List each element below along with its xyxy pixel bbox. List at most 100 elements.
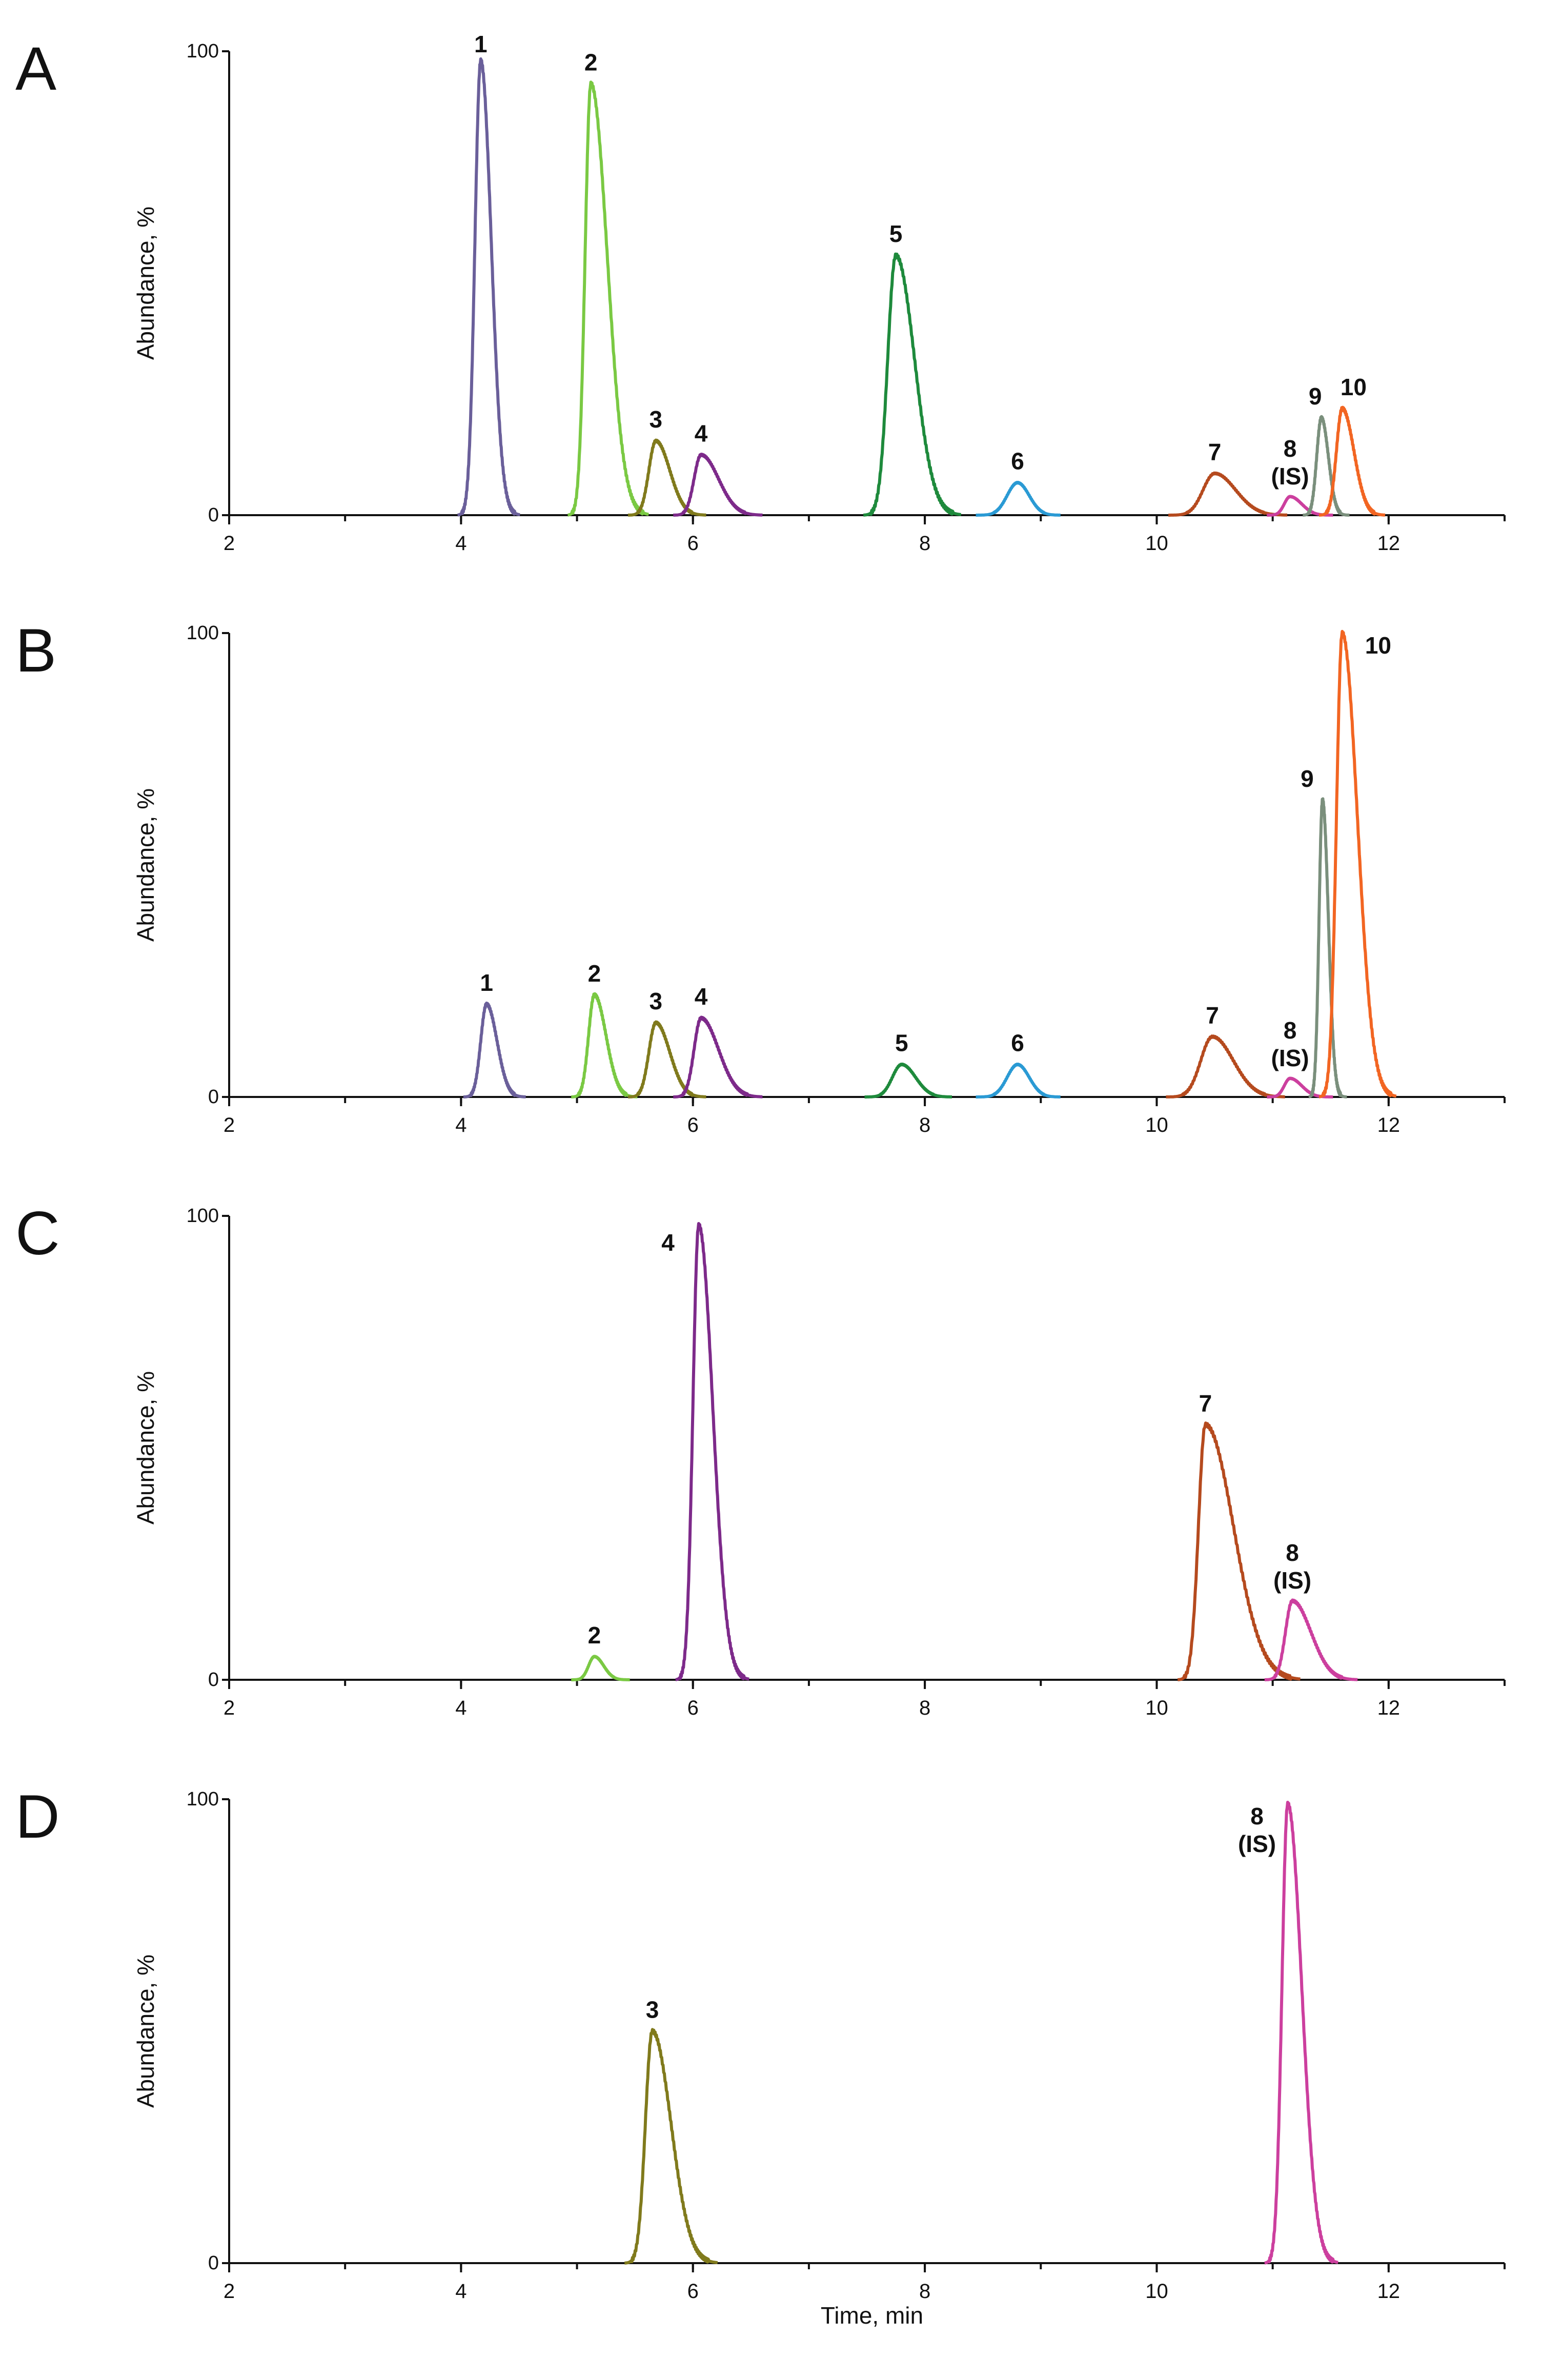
x-tick-label: 12 [1377, 2280, 1401, 2303]
peak-trace-5 [862, 252, 962, 517]
x-tick-label: 6 [687, 532, 699, 555]
peak-trace-3 [623, 2028, 719, 2265]
peak-label-5: 5 [889, 220, 903, 247]
panel-label: A [15, 34, 56, 103]
peak-trace-1 [462, 1001, 527, 1099]
peak-trace-3 [627, 1020, 707, 1099]
peak-label-is: (IS) [1271, 463, 1309, 490]
peak-label-9: 9 [1301, 765, 1314, 792]
x-axis-label: Time, min [821, 2302, 923, 2329]
y-tick-label: 100 [187, 622, 219, 644]
x-tick-label: 4 [455, 532, 466, 555]
peak-label-1: 1 [480, 969, 493, 996]
peak-trace-7 [1165, 1034, 1286, 1099]
peak-trace-8 [1264, 1598, 1358, 1681]
peak-label-4: 4 [661, 1229, 675, 1256]
peak-trace-6 [975, 481, 1062, 517]
x-tick-label: 10 [1145, 1697, 1168, 1719]
peak-label-4: 4 [695, 983, 708, 1010]
x-tick-label: 8 [919, 532, 930, 555]
panel-label: B [15, 616, 56, 685]
y-tick-label: 0 [208, 1669, 219, 1691]
peak-label-7: 7 [1199, 1390, 1212, 1416]
x-tick-label: 4 [455, 1697, 466, 1719]
x-tick-label: 2 [224, 1697, 235, 1719]
panel-label: D [15, 1782, 60, 1851]
peak-label-is: (IS) [1273, 1567, 1311, 1594]
x-tick-label: 8 [919, 1114, 930, 1136]
peak-label-8: 8 [1284, 1017, 1297, 1044]
peak-trace-10 [1318, 629, 1397, 1099]
x-tick-label: 4 [455, 2280, 466, 2303]
x-tick-label: 2 [224, 1114, 235, 1136]
peak-label-3: 3 [646, 1997, 659, 2023]
x-tick-label: 12 [1377, 1697, 1401, 1719]
peak-trace-4 [672, 1015, 764, 1099]
y-axis-label: Abundance, % [132, 788, 159, 942]
y-axis-label: Abundance, % [132, 207, 159, 360]
y-axis-label: Abundance, % [132, 1955, 159, 2108]
y-tick-label: 0 [208, 504, 219, 526]
x-tick-label: 12 [1377, 532, 1401, 555]
peak-label-6: 6 [1011, 448, 1024, 475]
peak-trace-4 [672, 453, 764, 517]
peak-trace-2 [570, 992, 639, 1099]
peak-trace-2 [566, 80, 650, 517]
peak-trace-7 [1176, 1421, 1301, 1681]
x-tick-label: 4 [455, 1114, 466, 1136]
peak-label-8: 8 [1286, 1539, 1299, 1566]
x-tick-label: 2 [224, 532, 235, 555]
peak-label-4: 4 [695, 420, 708, 446]
peak-label-10: 10 [1365, 632, 1391, 659]
peak-trace-4 [674, 1222, 750, 1681]
peak-trace-6 [975, 1063, 1062, 1099]
peak-trace-7 [1167, 471, 1288, 517]
peak-label-3: 3 [650, 406, 663, 433]
peak-trace-9 [1302, 415, 1351, 517]
peak-label-9: 9 [1309, 383, 1322, 410]
x-tick-label: 10 [1145, 532, 1168, 555]
x-tick-label: 2 [224, 2280, 235, 2303]
y-tick-label: 100 [187, 1205, 219, 1227]
x-tick-label: 10 [1145, 2280, 1168, 2303]
y-tick-label: 100 [187, 40, 219, 62]
y-tick-label: 0 [208, 2252, 219, 2274]
peak-label-2: 2 [588, 1622, 601, 1649]
y-tick-label: 0 [208, 1086, 219, 1108]
peak-trace-9 [1307, 797, 1348, 1099]
y-axis-label: Abundance, % [132, 1371, 159, 1524]
x-tick-label: 8 [919, 1697, 930, 1719]
peak-label-2: 2 [584, 49, 598, 75]
x-tick-label: 6 [687, 1114, 699, 1136]
x-tick-label: 6 [687, 1697, 699, 1719]
peak-label-2: 2 [588, 960, 601, 987]
peak-label-7: 7 [1208, 439, 1222, 465]
peak-label-is: (IS) [1271, 1045, 1309, 1071]
x-tick-label: 6 [687, 2280, 699, 2303]
panel-label: C [15, 1199, 60, 1268]
peak-trace-5 [863, 1062, 953, 1099]
y-tick-label: 100 [187, 1788, 219, 1810]
peak-trace-8 [1266, 495, 1334, 517]
peak-label-6: 6 [1011, 1030, 1024, 1056]
peak-label-is: (IS) [1238, 1830, 1276, 1857]
peak-trace-3 [627, 438, 707, 517]
peak-label-3: 3 [650, 988, 663, 1014]
x-tick-label: 10 [1145, 1114, 1168, 1136]
x-tick-label: 12 [1377, 1114, 1401, 1136]
x-tick-label: 8 [919, 2280, 930, 2303]
peak-label-10: 10 [1341, 374, 1367, 400]
peak-trace-2 [570, 1655, 631, 1681]
peak-trace-1 [456, 57, 521, 517]
peak-label-1: 1 [474, 31, 488, 57]
peak-trace-10 [1318, 405, 1387, 517]
peak-label-7: 7 [1206, 1002, 1219, 1028]
peak-trace-8 [1263, 1801, 1340, 2265]
peak-label-8: 8 [1284, 435, 1297, 462]
peak-label-8: 8 [1250, 1803, 1264, 1829]
